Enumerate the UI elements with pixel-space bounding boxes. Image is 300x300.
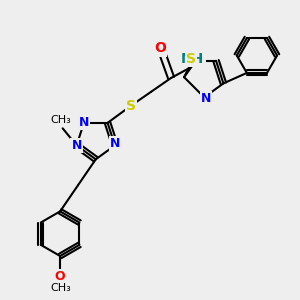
Text: N: N [110, 137, 120, 150]
Text: N: N [79, 116, 89, 129]
Text: N: N [71, 139, 82, 152]
Text: CH₃: CH₃ [51, 115, 71, 125]
Text: S: S [186, 52, 196, 66]
Text: O: O [55, 270, 65, 283]
Text: O: O [154, 41, 166, 56]
Text: N: N [201, 92, 211, 105]
Text: S: S [126, 99, 136, 113]
Text: CH₃: CH₃ [50, 283, 71, 293]
Text: NH: NH [181, 52, 205, 66]
